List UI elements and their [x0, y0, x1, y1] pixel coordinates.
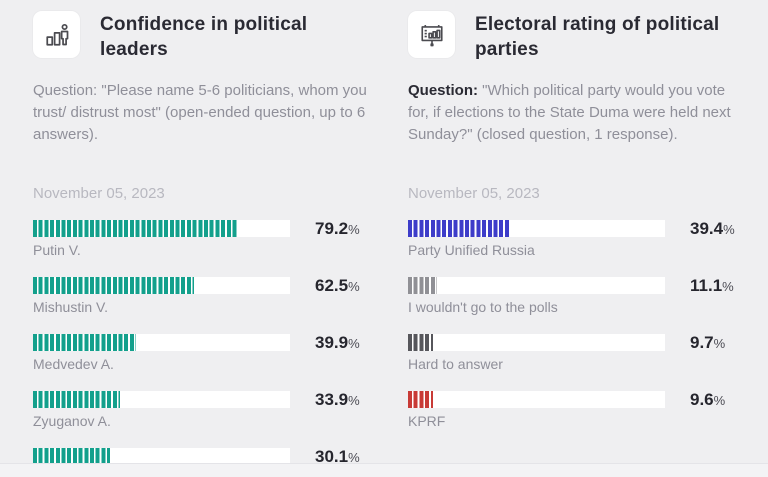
bar-value-percent: % [723, 222, 735, 237]
panel-title: Confidence in political leaders [100, 14, 308, 60]
bar-label: Putin V. [33, 242, 81, 258]
bar-fill [408, 220, 510, 237]
bar-track [408, 391, 665, 408]
bar-row: Zyuganov A. 33.9% [33, 391, 375, 430]
bar-value: 30.1% [315, 448, 360, 467]
panel-electoral-header: Electoral rating of political parties [408, 11, 750, 65]
question-body: "Please name 5-6 politicians, whom you t… [33, 82, 367, 143]
bar-fill [33, 277, 194, 294]
bar-row: Putin V. 79.2% [33, 220, 375, 259]
bar-value-percent: % [348, 450, 360, 465]
date-label: November 05, 2023 [33, 185, 165, 202]
bar-value-percent: % [348, 222, 360, 237]
bar-row: KPRF 9.6% [408, 391, 750, 430]
question-body: "Which political party would you vote fo… [408, 82, 731, 143]
bar-fill [33, 391, 121, 408]
bar-value: 79.2% [315, 220, 360, 239]
bar-value-number: 33.9 [315, 390, 349, 409]
question-label: Question: [408, 82, 478, 99]
bar-value-number: 62.5 [315, 276, 349, 295]
bar-value-number: 9.6 [690, 390, 714, 409]
bar-row: Hard to answer 9.7% [408, 334, 750, 373]
bar-track [33, 220, 290, 237]
bar-row: Party Unified Russia 39.4% [408, 220, 750, 259]
bar-fill [408, 277, 437, 294]
bottom-edge-strip [0, 463, 768, 477]
icon-card [408, 11, 455, 58]
panel-title: Electoral rating of political parties [475, 14, 720, 60]
panel-electoral: Electoral rating of political parties Qu… [408, 11, 750, 477]
bar-track [33, 448, 290, 465]
bar-value: 33.9% [315, 391, 360, 410]
bar-label: I wouldn't go to the polls [408, 299, 558, 315]
bar-value-percent: % [713, 393, 726, 408]
bar-value-number: 39.4 [690, 219, 724, 238]
bar-track [408, 220, 665, 237]
bar-value: 39.4% [690, 220, 735, 239]
question-label: Question: [33, 82, 98, 99]
bar-track [33, 391, 290, 408]
date-label: November 05, 2023 [408, 185, 540, 202]
bar-value-number: 9.7 [690, 333, 714, 352]
panel-confidence-header: Confidence in political leaders [33, 11, 375, 65]
bar-fill [408, 334, 433, 351]
bar-fill [33, 334, 136, 351]
question-text: Question: "Please name 5-6 politicians, … [33, 80, 375, 170]
bar-row: Mishustin V. 62.5% [33, 277, 375, 316]
bar-fill [33, 220, 237, 237]
bar-value-percent: % [348, 279, 360, 294]
bar-value-number: 30.1 [315, 447, 349, 466]
bar-value: 9.7% [690, 334, 725, 353]
question-text: Question: "Which political party would y… [408, 80, 750, 170]
bar-chart-person-icon [44, 22, 70, 48]
bar-value-percent: % [348, 336, 360, 351]
bar-row: Medvedev A. 39.9% [33, 334, 375, 373]
bar-value: 11.1% [690, 277, 734, 296]
bar-fill [33, 448, 111, 465]
bar-label: Zyuganov A. [33, 413, 111, 429]
bar-value-number: 79.2 [315, 219, 349, 238]
bar-label: Mishustin V. [33, 299, 108, 315]
bar-track [33, 334, 290, 351]
bar-value-percent: % [722, 279, 734, 294]
bar-label: Hard to answer [408, 356, 503, 372]
bar-label: KPRF [408, 413, 446, 429]
icon-card [33, 11, 80, 58]
bar-row: I wouldn't go to the polls 11.1% [408, 277, 750, 316]
bar-value-number: 39.9 [315, 333, 349, 352]
presentation-board-icon [419, 22, 445, 48]
bar-track [408, 334, 665, 351]
bar-label: Party Unified Russia [408, 242, 535, 258]
bar-value: 39.9% [315, 334, 360, 353]
bar-value: 62.5% [315, 277, 360, 296]
bar-chart: Party Unified Russia 39.4% I wouldn't go… [408, 220, 750, 430]
bar-value-number: 11.1 [690, 276, 723, 295]
panel-confidence: Confidence in political leaders Question… [33, 11, 375, 477]
bar-value: 9.6% [690, 391, 725, 410]
bar-track [408, 277, 665, 294]
bar-label: Medvedev A. [33, 356, 114, 372]
bar-fill [408, 391, 433, 408]
bar-track [33, 277, 290, 294]
bar-value-percent: % [348, 393, 360, 408]
bar-chart: Putin V. 79.2% Mishustin V. 62.5% Medved… [33, 220, 375, 477]
bar-value-percent: % [713, 336, 726, 351]
